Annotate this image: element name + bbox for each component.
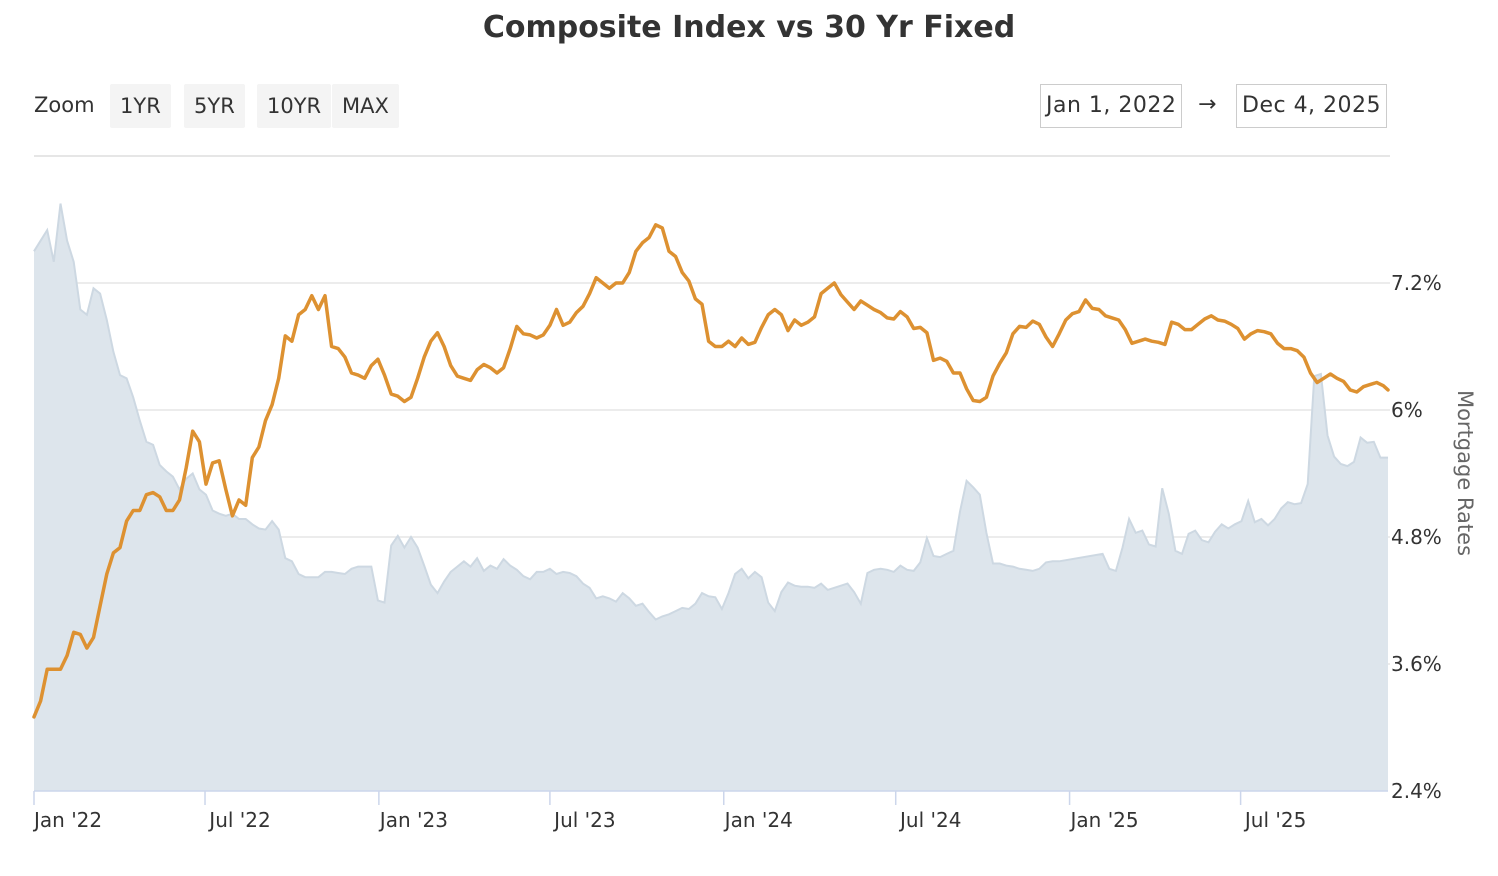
mortgage-rate-line [32,223,1390,719]
y-tick-label: 4.8% [1391,525,1442,549]
zoom-5yr-button[interactable]: 5YR [184,84,245,128]
zoom-label: Zoom [34,93,95,117]
range-from-input[interactable]: Jan 1, 2022 [1040,84,1183,128]
y-axis-title: Mortgage Rates [1453,390,1477,556]
y-tick-label: 7.2% [1391,271,1442,295]
area-series [34,203,1388,792]
zoom-10yr-button[interactable]: 10YR [257,84,332,128]
x-tick-label: Jan '25 [1069,808,1139,832]
x-tick-label: Jan '23 [378,808,448,832]
chart-title: Composite Index vs 30 Yr Fixed [482,10,1016,45]
x-tick-label: Jul '25 [1243,808,1306,832]
y-axis-ticks: 2.4% 3.6% 4.8% 6% 7.2% [1391,271,1442,803]
x-tick-label: Jul '22 [207,808,270,832]
zoom-max-button[interactable]: MAX [332,84,399,128]
x-tick-label: Jul '24 [898,808,961,832]
x-tick-label: Jan '24 [723,808,793,832]
zoom-1yr-button[interactable]: 1YR [110,84,171,128]
y-tick-label: 2.4% [1391,779,1442,803]
x-tick-label: Jan '22 [32,808,102,832]
x-axis: Jan '22 Jul '22 Jan '23 Jul '23 Jan '24 Jul '… [32,790,1388,832]
y-tick-label: 3.6% [1391,652,1442,676]
range-arrow: → [1198,92,1217,117]
area-series-outline [33,203,1388,621]
x-tick-label: Jul '23 [552,808,615,832]
range-to-input[interactable]: Dec 4, 2025 [1236,84,1388,128]
y-tick-label: 6% [1391,398,1423,422]
